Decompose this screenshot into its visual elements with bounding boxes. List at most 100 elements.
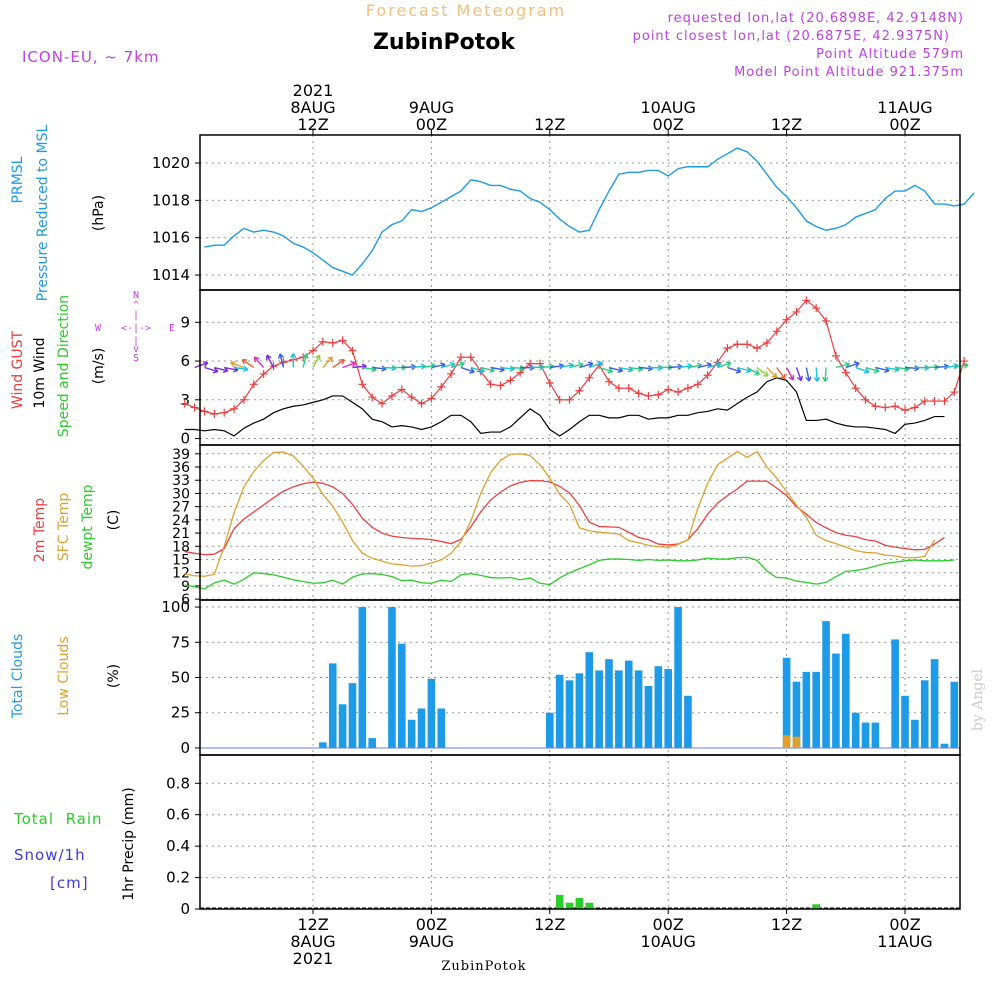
gust-marker [486, 380, 495, 389]
wind-direction-arrow [589, 361, 603, 369]
wind-direction-arrow [302, 353, 309, 368]
total-clouds-bar [634, 670, 643, 748]
point-altitude: Point Altitude 579m [816, 47, 964, 62]
gust-marker [614, 384, 623, 393]
gust-marker [397, 385, 406, 394]
gust-marker [318, 337, 327, 346]
gust-marker [772, 327, 781, 336]
gust-marker [506, 376, 515, 385]
svg-text:v: v [133, 344, 139, 355]
gust-marker [239, 395, 248, 404]
gust-marker [674, 388, 683, 397]
total-clouds-bar [901, 695, 909, 748]
pressure-unit: (hPa) [91, 195, 107, 231]
total-clouds-bar [575, 673, 584, 748]
gust-marker [871, 402, 880, 411]
wind-direction-arrow [855, 366, 870, 374]
compass-e: E [169, 323, 175, 334]
total-clouds-bar [871, 722, 880, 748]
gust-marker [575, 386, 584, 395]
wind-direction-arrow [253, 356, 265, 368]
total-clouds-bar [950, 681, 959, 748]
gust-marker [190, 403, 199, 412]
y-tick-label: 100 [161, 598, 190, 616]
total-clouds-bar [674, 607, 682, 748]
total-clouds-bar [792, 681, 801, 748]
total-clouds-bar [407, 719, 416, 748]
total-clouds-bar [437, 708, 446, 748]
gust-marker [220, 408, 229, 417]
wind-direction-arrow [845, 361, 860, 369]
gust-marker [940, 397, 949, 406]
gust-marker [950, 388, 959, 397]
wind-direction-arrow [785, 367, 795, 381]
total-clouds-bar [832, 653, 840, 748]
top-time-label: 11AUG [877, 98, 932, 117]
total-clouds-bar [891, 639, 899, 748]
gust-line [184, 299, 965, 415]
gust-marker [230, 404, 239, 413]
total-clouds-bar [338, 704, 347, 748]
y-tick-label: 36 [172, 460, 190, 476]
gust-label: Wind GUST [10, 330, 26, 409]
gust-marker [328, 338, 337, 347]
total-clouds-bar [842, 633, 850, 748]
compass-n: N [133, 290, 139, 301]
top-time-label: 12Z [534, 115, 565, 134]
wind-direction-arrow [727, 366, 742, 374]
wind-direction-arrow [805, 367, 812, 382]
requested-coords: requested lon,lat (20.6898E, 42.9148N) [668, 11, 964, 26]
pressure-label-1: PRMSL [10, 156, 26, 203]
wind-direction-arrow [241, 358, 255, 369]
y-tick-label: 21 [172, 526, 190, 542]
gust-marker [200, 407, 209, 416]
gust-marker [624, 384, 633, 393]
y-tick-label: 9 [181, 579, 190, 595]
rain-bar [555, 894, 564, 909]
gust-marker [348, 346, 357, 355]
sfc-label: SFC Temp [56, 493, 72, 562]
y-tick-label: 1014 [152, 266, 190, 284]
total-clouds-bar [565, 680, 574, 748]
y-tick-label: 50 [171, 669, 190, 687]
total-clouds-bar [940, 743, 949, 748]
gust-marker [841, 368, 850, 377]
rain-bar [812, 904, 820, 909]
total-clouds-bar [654, 666, 663, 748]
location-title: ZubinPotok [373, 30, 516, 55]
total-clouds-bar [911, 719, 919, 748]
total-clouds-bar [328, 663, 337, 748]
total-clouds-bar [684, 695, 692, 748]
gust-marker [644, 391, 653, 400]
temp-unit: (C) [106, 510, 122, 531]
gust-marker [654, 390, 663, 399]
gust-marker [930, 397, 939, 406]
dewpt-line [184, 556, 955, 590]
total-clouds-bar [615, 670, 623, 748]
wind-direction-arrow [230, 361, 245, 369]
gust-marker [585, 373, 594, 382]
bottom-time-label: 00Z [416, 915, 447, 934]
rain-bar [585, 902, 594, 909]
wind-direction-arrow [460, 366, 475, 374]
gust-marker [378, 399, 387, 408]
total-clouds-bar [368, 738, 376, 748]
total-clouds-bar [358, 607, 367, 748]
wind-direction-arrow [795, 367, 803, 382]
bottom-time-label: 00Z [653, 915, 684, 934]
gust-marker [664, 385, 673, 394]
compass-rose: N ^ | W <-|-> E | v S [95, 290, 175, 364]
gust-marker [901, 406, 909, 415]
y-tick-label: 15 [172, 552, 190, 568]
model-label: ICON-EU, ~ 7km [22, 48, 160, 66]
gust-marker [693, 380, 702, 389]
wind-direction-label: Speed and Direction [56, 295, 72, 437]
y-tick-label: 1016 [152, 229, 190, 247]
bottom-time-label: 2021 [293, 949, 334, 968]
gust-marker [881, 403, 890, 412]
total-clouds-bar [624, 660, 633, 748]
y-tick-label: 9 [180, 313, 190, 331]
gust-marker [861, 395, 870, 404]
low-clouds-bar [782, 735, 791, 748]
svg-text:<-|->: <-|-> [121, 323, 151, 334]
